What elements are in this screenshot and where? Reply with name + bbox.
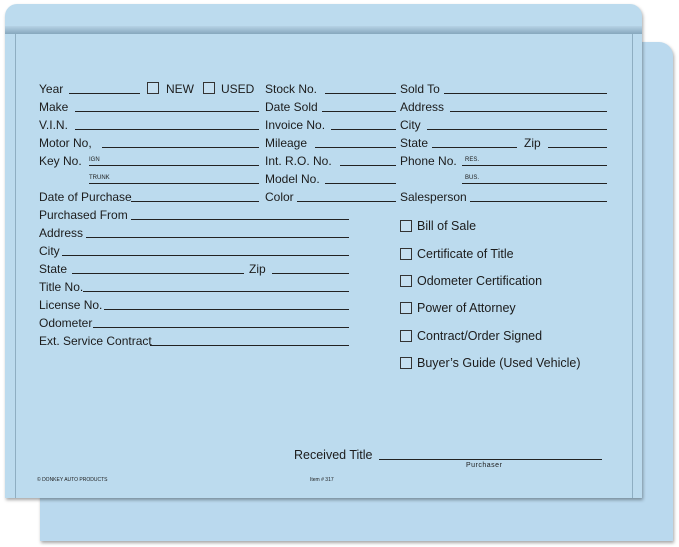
checklist-label: Certificate of Title (417, 247, 514, 261)
stock-no-field[interactable] (325, 93, 396, 94)
state-field[interactable] (432, 147, 517, 148)
mileage-label: Mileage (265, 136, 308, 150)
date-of-purchase-label: Date of Purchase (39, 190, 132, 204)
trunk-key-field[interactable] (89, 183, 259, 184)
date-sold-field[interactable] (322, 111, 396, 112)
phone-res-field[interactable] (462, 165, 607, 166)
ign-label: IGN (89, 157, 100, 163)
checklist-checkbox[interactable] (400, 302, 412, 314)
checklist-checkbox[interactable] (400, 357, 412, 369)
date-of-purchase-field[interactable] (131, 201, 259, 202)
year-label: Year (39, 82, 64, 96)
title-no-field[interactable] (83, 291, 349, 292)
new-label: NEW (166, 82, 194, 96)
bus-label: BUS. (465, 175, 480, 181)
odometer-field[interactable] (93, 327, 349, 328)
fold-line (5, 26, 642, 34)
salesperson-field[interactable] (470, 201, 607, 202)
right-edge (632, 34, 633, 498)
ext-service-contract-label: Ext. Service Contract (39, 334, 152, 348)
sold-to-label: Sold To (400, 82, 440, 96)
state-label: State (400, 136, 429, 150)
zip-field[interactable] (548, 147, 607, 148)
ign-key-field[interactable] (89, 165, 259, 166)
new-checkbox[interactable] (147, 82, 159, 94)
checklist-label: Bill of Sale (417, 219, 477, 233)
purchase-city-field[interactable] (62, 255, 349, 256)
license-no-label: License No. (39, 298, 103, 312)
checklist-checkbox[interactable] (400, 275, 412, 287)
used-checkbox[interactable] (203, 82, 215, 94)
checklist-label: Power of Attorney (417, 301, 516, 315)
used-label: USED (221, 82, 255, 96)
motor-no-label: Motor No, (39, 136, 92, 150)
invoice-no-field[interactable] (331, 129, 396, 130)
front-folder-panel (5, 4, 642, 498)
left-edge (15, 34, 16, 498)
year-field[interactable] (69, 93, 140, 94)
sold-to-field[interactable] (444, 93, 607, 94)
int-ro-no-field[interactable] (340, 165, 396, 166)
city-field[interactable] (427, 129, 607, 130)
purchase-address-label: Address (39, 226, 84, 240)
vin-label: V.I.N. (39, 118, 68, 132)
checklist-checkbox[interactable] (400, 330, 412, 342)
city-label: City (400, 118, 421, 132)
received-title-label: Received Title (294, 448, 373, 462)
title-no-label: Title No. (39, 280, 84, 294)
phone-bus-field[interactable] (462, 183, 607, 184)
checklist-label: Odometer Certification (417, 274, 543, 288)
address-field[interactable] (450, 111, 607, 112)
item-number: Item # 317 (310, 477, 334, 483)
purchase-city-label: City (39, 244, 60, 258)
motor-no-field[interactable] (102, 147, 259, 148)
purchased-from-field[interactable] (131, 219, 349, 220)
salesperson-label: Salesperson (400, 190, 467, 204)
int-ro-no-label: Int. R.O. No. (265, 154, 332, 168)
checklist-label: Contract/Order Signed (417, 329, 543, 343)
odometer-label: Odometer (39, 316, 93, 330)
address-label: Address (400, 100, 445, 114)
res-label: RES. (465, 157, 480, 163)
purchaser-label: Purchaser (466, 462, 503, 469)
purchase-zip-field[interactable] (272, 273, 349, 274)
invoice-no-label: Invoice No. (265, 118, 326, 132)
mileage-field[interactable] (315, 147, 396, 148)
color-field[interactable] (297, 201, 396, 202)
make-field[interactable] (75, 111, 259, 112)
received-title-field[interactable] (379, 459, 602, 460)
purchase-zip-label: Zip (249, 262, 266, 276)
key-no-label: Key No. (39, 154, 82, 168)
brand-logo: © DONKEY AUTO PRODUCTS (37, 477, 108, 483)
license-no-field[interactable] (104, 309, 349, 310)
checklist-label: Buyer’s Guide (Used Vehicle) (417, 356, 581, 370)
make-label: Make (39, 100, 69, 114)
phone-no-label: Phone No. (400, 154, 457, 168)
checklist-checkbox[interactable] (400, 248, 412, 260)
color-label: Color (265, 190, 294, 204)
model-no-field[interactable] (325, 183, 396, 184)
checklist-checkbox[interactable] (400, 220, 412, 232)
stock-no-label: Stock No. (265, 82, 318, 96)
ext-service-contract-field[interactable] (150, 345, 349, 346)
vin-field[interactable] (75, 129, 259, 130)
trunk-label: TRUNK (89, 175, 110, 181)
date-sold-label: Date Sold (265, 100, 318, 114)
zip-label: Zip (524, 136, 541, 150)
purchase-state-label: State (39, 262, 68, 276)
purchase-address-field[interactable] (86, 237, 349, 238)
purchased-from-label: Purchased From (39, 208, 128, 222)
purchase-state-field[interactable] (72, 273, 244, 274)
model-no-label: Model No. (265, 172, 320, 186)
